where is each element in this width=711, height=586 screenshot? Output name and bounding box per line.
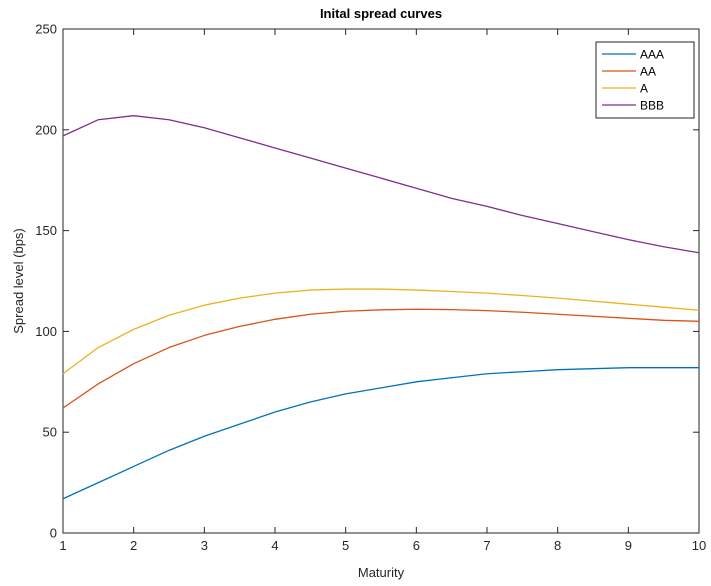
legend-label-aaa: AAA [640, 48, 664, 62]
x-tick-label: 9 [625, 538, 632, 553]
y-tick-label: 50 [43, 425, 57, 440]
axes-box [62, 28, 700, 534]
y-axis-label: Spread level (bps) [11, 228, 26, 334]
y-tick-label: 100 [35, 324, 57, 339]
x-tick-label: 7 [483, 538, 490, 553]
x-tick-label: 3 [201, 538, 208, 553]
series-line-aa [62, 308, 700, 409]
y-tick-label: 200 [35, 122, 57, 137]
x-tick-label: 4 [271, 538, 278, 553]
series-line-a [62, 288, 700, 375]
y-tick-label: 150 [35, 223, 57, 238]
x-tick-label: 10 [692, 538, 706, 553]
series-line-bbb [62, 115, 700, 254]
legend-label-a: A [640, 82, 648, 96]
x-tick-label: 6 [413, 538, 420, 553]
x-tick-label: 8 [554, 538, 561, 553]
chart-title: Inital spread curves [320, 6, 442, 21]
y-tick-label: 250 [35, 22, 57, 37]
x-tick-label: 1 [59, 538, 66, 553]
x-tick-label: 2 [130, 538, 137, 553]
series-line-aaa [62, 367, 699, 500]
y-tick-label: 0 [50, 526, 57, 541]
x-tick-label: 5 [342, 538, 349, 553]
x-axis-label: Maturity [358, 565, 405, 580]
legend-label-aa: AA [640, 65, 656, 79]
legend-label-bbb: BBB [640, 99, 664, 113]
